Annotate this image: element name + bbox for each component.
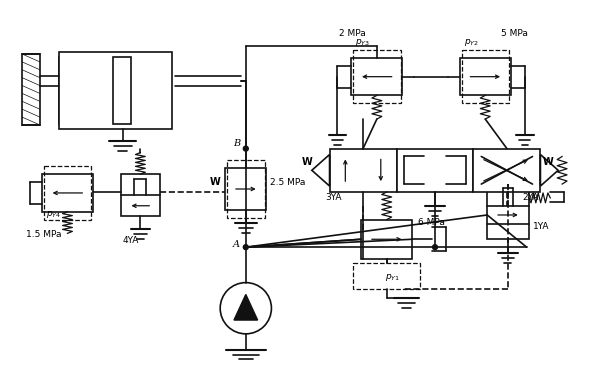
Text: 3YA: 3YA	[326, 193, 342, 202]
Text: $p_{Y3}$: $p_{Y3}$	[355, 37, 370, 48]
Bar	[473, 149, 541, 192]
Bar	[353, 263, 420, 288]
Bar	[22, 54, 40, 125]
Bar	[73, 60, 128, 85]
Text: B: B	[233, 139, 240, 148]
Bar	[73, 85, 128, 109]
Bar	[225, 168, 266, 210]
Text: 6 MPa: 6 MPa	[418, 218, 445, 227]
Bar	[460, 58, 511, 96]
Circle shape	[244, 245, 248, 250]
Circle shape	[244, 146, 248, 151]
Text: W: W	[542, 157, 553, 168]
Bar	[227, 160, 265, 218]
Text: 1.5 MPa: 1.5 MPa	[26, 230, 62, 239]
Bar	[44, 166, 91, 219]
Polygon shape	[234, 294, 257, 320]
Text: 2 MPa: 2 MPa	[340, 29, 366, 38]
Circle shape	[433, 245, 437, 250]
Text: A: A	[233, 240, 240, 249]
Bar	[59, 52, 172, 129]
Text: 1YA: 1YA	[533, 222, 549, 232]
Bar	[397, 149, 473, 192]
Text: W: W	[302, 157, 313, 168]
Text: $p_{Y4}$: $p_{Y4}$	[46, 208, 61, 219]
Bar	[59, 57, 167, 124]
Bar	[121, 174, 160, 216]
Bar	[329, 149, 397, 192]
Bar	[353, 50, 401, 103]
Text: 2.5 MPa: 2.5 MPa	[271, 178, 306, 187]
Bar	[461, 50, 509, 103]
Bar	[113, 57, 131, 124]
Text: 5 MPa: 5 MPa	[501, 29, 528, 38]
Bar	[351, 58, 403, 96]
Text: 4YA: 4YA	[122, 236, 139, 245]
Text: W: W	[209, 177, 220, 187]
Bar	[42, 174, 93, 211]
Bar	[487, 184, 529, 239]
Text: $p_{Y1}$: $p_{Y1}$	[385, 272, 400, 283]
Text: $p_{Y2}$: $p_{Y2}$	[464, 37, 479, 48]
Text: 2YA: 2YA	[523, 193, 539, 202]
Bar	[361, 219, 412, 259]
